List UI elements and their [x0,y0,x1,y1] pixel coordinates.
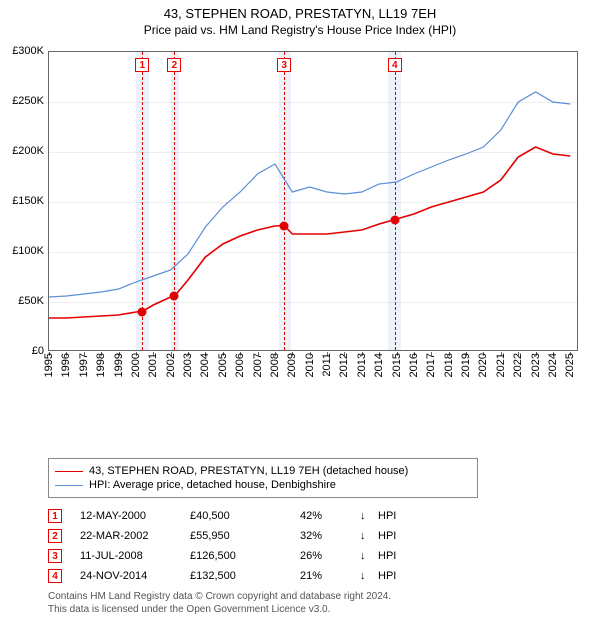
y-tick-label: £150K [12,195,44,207]
down-arrow-icon: ↓ [360,570,378,582]
x-tick-label: 2005 [217,353,229,377]
x-tick-label: 2009 [286,353,298,377]
sale-point [390,215,399,224]
footer: Contains HM Land Registry data © Crown c… [48,590,580,616]
x-tick-label: 2021 [495,353,507,377]
x-tick-label: 1997 [78,353,90,377]
series-hpi [49,92,570,297]
transaction-row: 1 12-MAY-2000£40,50042%↓HPI [48,506,408,526]
tx-marker: 1 [48,509,62,523]
tx-price: £126,500 [190,550,300,562]
chart-title: 43, STEPHEN ROAD, PRESTATYN, LL19 7EH [0,6,600,21]
x-tick-label: 2004 [199,353,211,377]
y-tick-label: £100K [12,245,44,257]
tx-price: £132,500 [190,570,300,582]
down-arrow-icon: ↓ [360,510,378,522]
tx-price: £40,500 [190,510,300,522]
legend-label-property: 43, STEPHEN ROAD, PRESTATYN, LL19 7EH (d… [89,465,408,477]
tx-pct: 42% [300,510,360,522]
x-tick-label: 2015 [391,353,403,377]
x-tick-label: 2010 [304,353,316,377]
x-tick-label: 2023 [530,353,542,377]
tx-date: 22-MAR-2002 [80,530,190,542]
transaction-row: 2 22-MAR-2002£55,95032%↓HPI [48,526,408,546]
tx-pct: 21% [300,570,360,582]
x-tick-label: 2025 [564,353,576,377]
sale-point [280,221,289,230]
x-tick-label: 2002 [165,353,177,377]
legend-item-property: 43, STEPHEN ROAD, PRESTATYN, LL19 7EH (d… [55,465,471,477]
transaction-row: 4 24-NOV-2014£132,50021%↓HPI [48,566,408,586]
y-tick-label: £50K [18,295,44,307]
legend-item-hpi: HPI: Average price, detached house, Denb… [55,479,471,491]
x-tick-label: 2024 [547,353,559,377]
series-property [49,147,570,318]
tx-pct: 26% [300,550,360,562]
plot-wrap: 1234 £0£50K£100K£150K£200K£250K£300K1995… [0,41,600,401]
tx-marker: 2 [48,529,62,543]
chart-subtitle: Price paid vs. HM Land Registry's House … [0,23,600,37]
x-tick-label: 1995 [43,353,55,377]
y-tick-label: £250K [12,95,44,107]
y-tick-label: £200K [12,145,44,157]
sale-point [138,307,147,316]
down-arrow-icon: ↓ [360,550,378,562]
legend-swatch-property [55,471,83,472]
down-arrow-icon: ↓ [360,530,378,542]
x-tick-label: 2016 [408,353,420,377]
sale-point [170,292,179,301]
x-tick-label: 2007 [252,353,264,377]
tx-hpi-label: HPI [378,530,408,542]
legend-swatch-hpi [55,485,83,486]
footer-line-1: Contains HM Land Registry data © Crown c… [48,590,580,603]
x-tick-label: 2022 [512,353,524,377]
x-tick-label: 2008 [269,353,281,377]
footer-line-2: This data is licensed under the Open Gov… [48,603,580,616]
plot-area: 1234 [48,51,578,351]
x-tick-label: 2000 [130,353,142,377]
tx-price: £55,950 [190,530,300,542]
series-svg [49,52,579,352]
x-tick-label: 1996 [60,353,72,377]
tx-hpi-label: HPI [378,550,408,562]
tx-marker: 3 [48,549,62,563]
tx-date: 24-NOV-2014 [80,570,190,582]
tx-date: 11-JUL-2008 [80,550,190,562]
legend-box: 43, STEPHEN ROAD, PRESTATYN, LL19 7EH (d… [48,458,478,498]
y-tick-label: £300K [12,45,44,57]
x-tick-label: 1999 [113,353,125,377]
x-tick-label: 2013 [356,353,368,377]
legend-label-hpi: HPI: Average price, detached house, Denb… [89,479,336,491]
x-tick-label: 2018 [443,353,455,377]
x-tick-label: 2017 [425,353,437,377]
x-tick-label: 2014 [373,353,385,377]
x-tick-label: 2006 [234,353,246,377]
tx-pct: 32% [300,530,360,542]
page: 43, STEPHEN ROAD, PRESTATYN, LL19 7EH Pr… [0,6,600,626]
x-tick-label: 2003 [182,353,194,377]
x-tick-label: 2011 [321,353,333,377]
x-tick-label: 2001 [147,353,159,377]
x-tick-label: 1998 [95,353,107,377]
x-tick-label: 2012 [338,353,350,377]
tx-date: 12-MAY-2000 [80,510,190,522]
tx-hpi-label: HPI [378,570,408,582]
tx-marker: 4 [48,569,62,583]
transaction-row: 3 11-JUL-2008£126,50026%↓HPI [48,546,408,566]
tx-hpi-label: HPI [378,510,408,522]
x-tick-label: 2020 [477,353,489,377]
transactions-table: 112-MAY-2000£40,50042%↓HPI222-MAR-2002£5… [48,506,408,586]
x-tick-label: 2019 [460,353,472,377]
